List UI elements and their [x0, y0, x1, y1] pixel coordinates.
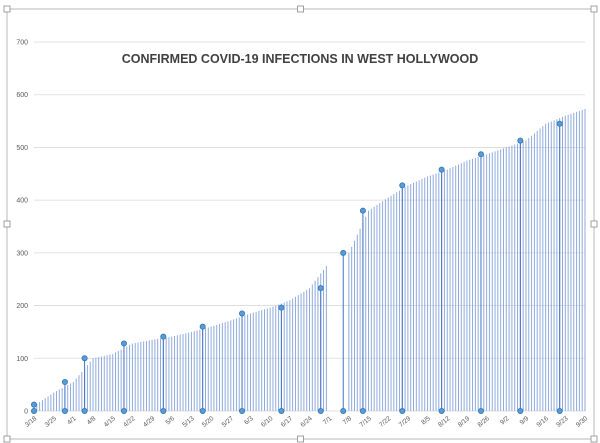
x-tick-label: 9/2	[499, 415, 511, 426]
y-tick-label: 200	[16, 303, 28, 310]
data-marker-7/27[interactable]	[399, 182, 406, 189]
data-marker-5/3[interactable]	[160, 333, 167, 340]
data-marker-4/19[interactable]	[120, 340, 127, 347]
data-marker-7/6[interactable]	[340, 407, 347, 414]
resize-handle-3[interactable]	[3, 220, 11, 228]
data-marker-5/17[interactable]	[199, 323, 206, 330]
data-marker-6/28[interactable]	[317, 407, 324, 414]
data-marker-9/7[interactable]	[517, 407, 524, 414]
x-tick-label: 8/5	[420, 415, 432, 426]
data-marker-9/21[interactable]	[556, 120, 563, 127]
data-marker-5/31[interactable]	[239, 407, 246, 414]
x-tick-label: 7/29	[398, 415, 413, 429]
data-marker-5/31[interactable]	[239, 310, 246, 317]
x-tick-label: 7/8	[342, 415, 354, 426]
y-tick-label: 700	[16, 40, 28, 47]
x-tick-label: 5/6	[165, 415, 177, 426]
data-marker-6/14[interactable]	[278, 407, 285, 414]
data-marker-3/18[interactable]	[30, 407, 37, 414]
y-tick-label: 500	[16, 145, 28, 152]
x-tick-label: 5/20	[201, 415, 216, 429]
x-tick-label: 9/30	[575, 415, 590, 429]
x-tick-label: 3/18	[24, 415, 39, 429]
x-tick-label: 6/3	[243, 415, 255, 426]
data-marker-5/3[interactable]	[160, 407, 167, 414]
x-tick-label: 4/8	[86, 415, 98, 426]
resize-handle-7[interactable]	[590, 435, 598, 443]
resize-handle-4[interactable]	[590, 220, 598, 228]
resize-handle-1[interactable]	[297, 5, 304, 13]
data-marker-8/10[interactable]	[438, 166, 445, 173]
x-tick-label: 9/16	[536, 415, 551, 429]
x-tick-label: 8/12	[437, 415, 452, 429]
data-marker-7/13[interactable]	[359, 407, 366, 414]
data-marker-3/29[interactable]	[61, 407, 68, 414]
data-marker-8/24[interactable]	[477, 407, 484, 414]
data-marker-7/13[interactable]	[359, 207, 366, 214]
data-marker-8/24[interactable]	[477, 151, 484, 158]
resize-handle-6[interactable]	[297, 435, 304, 443]
x-tick-label: 8/19	[457, 415, 472, 429]
resize-handle-2[interactable]	[590, 5, 598, 13]
selection-handles[interactable]	[3, 5, 598, 443]
data-marker-5/17[interactable]	[199, 407, 206, 414]
bars	[33, 108, 586, 411]
x-tick-label: 3/25	[44, 415, 59, 429]
x-tick-label: 6/24	[299, 415, 314, 429]
resize-handle-5[interactable]	[3, 435, 11, 443]
data-marker-7/6[interactable]	[340, 249, 347, 256]
x-tick-label: 9/23	[555, 415, 570, 429]
x-tick-label: 4/22	[122, 415, 137, 429]
y-axis-ticks: 0 100 200 300 400 500 600 700	[16, 40, 28, 416]
y-tick-label: 300	[16, 250, 28, 257]
x-tick-label: 7/22	[378, 415, 393, 429]
x-tick-label: 7/15	[358, 415, 373, 429]
data-marker-6/14[interactable]	[278, 304, 285, 311]
x-tick-label: 4/15	[103, 415, 118, 429]
x-tick-label: 4/1	[66, 415, 78, 426]
data-marker-8/10[interactable]	[438, 407, 445, 414]
data-markers	[30, 120, 563, 414]
data-marker-3/18[interactable]	[30, 401, 37, 408]
y-tick-label: 600	[16, 92, 28, 99]
data-marker-3/29[interactable]	[61, 379, 68, 386]
data-marker-4/19[interactable]	[120, 407, 127, 414]
y-tick-label: 400	[16, 198, 28, 205]
x-tick-label: 8/26	[477, 415, 492, 429]
y-tick-label: 100	[16, 356, 28, 363]
data-marker-7/27[interactable]	[399, 407, 406, 414]
data-marker-9/21[interactable]	[556, 407, 563, 414]
data-marker-6/28[interactable]	[317, 285, 324, 292]
data-marker-4/5[interactable]	[81, 355, 88, 362]
data-marker-4/5[interactable]	[81, 407, 88, 414]
resize-handle-0[interactable]	[3, 5, 11, 13]
x-tick-label: 5/27	[221, 415, 236, 429]
y-tick-label: 0	[24, 409, 28, 416]
data-marker-9/7[interactable]	[517, 137, 524, 144]
chart-title: CONFIRMED COVID-19 INFECTIONS IN WEST HO…	[122, 52, 479, 66]
x-tick-label: 7/1	[322, 415, 334, 426]
x-tick-label: 6/10	[260, 415, 275, 429]
x-tick-label: 5/13	[181, 415, 196, 429]
x-axis-ticks: 3/18 3/25 4/1 4/8 4/15 4/22 4/29 5/6 5/13 5/20 5/2…	[24, 415, 590, 429]
x-tick-label: 6/17	[280, 415, 295, 429]
x-tick-label: 9/9	[519, 415, 531, 426]
x-tick-label: 4/29	[142, 415, 157, 429]
